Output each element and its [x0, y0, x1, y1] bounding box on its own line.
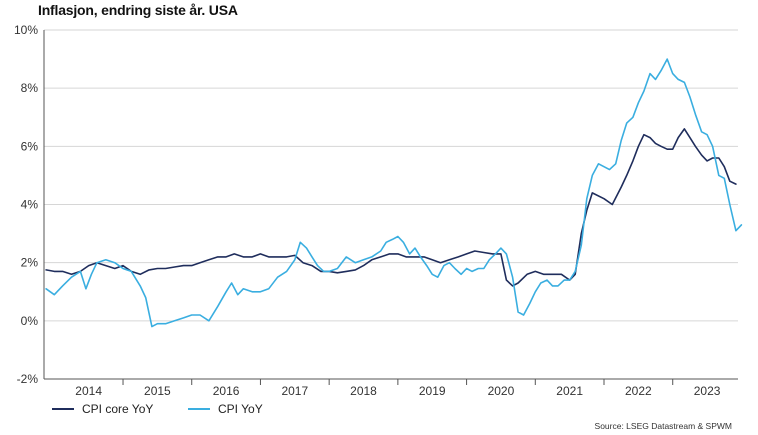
x-tick-label: 2023 [694, 384, 721, 398]
y-tick-label: 6% [21, 139, 39, 153]
source-note: Source: LSEG Datastream & SPWM [594, 421, 732, 431]
chart-title: Inflasjon, endring siste år. USA [38, 2, 238, 18]
x-tick-label: 2018 [350, 384, 377, 398]
x-tick-label: 2014 [75, 384, 102, 398]
legend-label-cpi-core: CPI core YoY [82, 402, 154, 416]
x-tick-label: 2016 [213, 384, 240, 398]
y-tick-label: 8% [21, 81, 39, 95]
series-line-cpi [45, 58, 743, 328]
legend-label-cpi: CPI YoY [218, 402, 263, 416]
x-tick-label: 2021 [556, 384, 583, 398]
x-tick-label: 2019 [419, 384, 446, 398]
y-tick-label: -2% [17, 372, 39, 386]
x-tick-label: 2022 [625, 384, 652, 398]
legend-swatch-cpi [188, 408, 210, 410]
legend-item-cpi-core: CPI core YoY [52, 402, 153, 416]
x-tick-label: 2020 [488, 384, 515, 398]
legend-item-cpi: CPI YoY [188, 402, 263, 416]
y-tick-labels: 10% 8% 6% 4% 2% 0% -2% [14, 23, 38, 386]
x-tick-label: 2015 [144, 384, 171, 398]
y-tick-label: 2% [21, 256, 39, 270]
y-tick-label: 10% [14, 23, 38, 37]
gridlines [44, 29, 738, 380]
series-line-cpi-core [45, 128, 737, 287]
series-lines [45, 58, 743, 328]
legend-swatch-cpi-core [52, 408, 74, 410]
y-tick-label: 4% [21, 198, 39, 212]
axes [43, 30, 738, 385]
x-tick-label: 2017 [281, 384, 308, 398]
y-tick-label: 0% [21, 314, 39, 328]
x-tick-labels: 2014 2015 2016 2017 2018 2019 2020 2021 2022 2023 [75, 384, 720, 398]
